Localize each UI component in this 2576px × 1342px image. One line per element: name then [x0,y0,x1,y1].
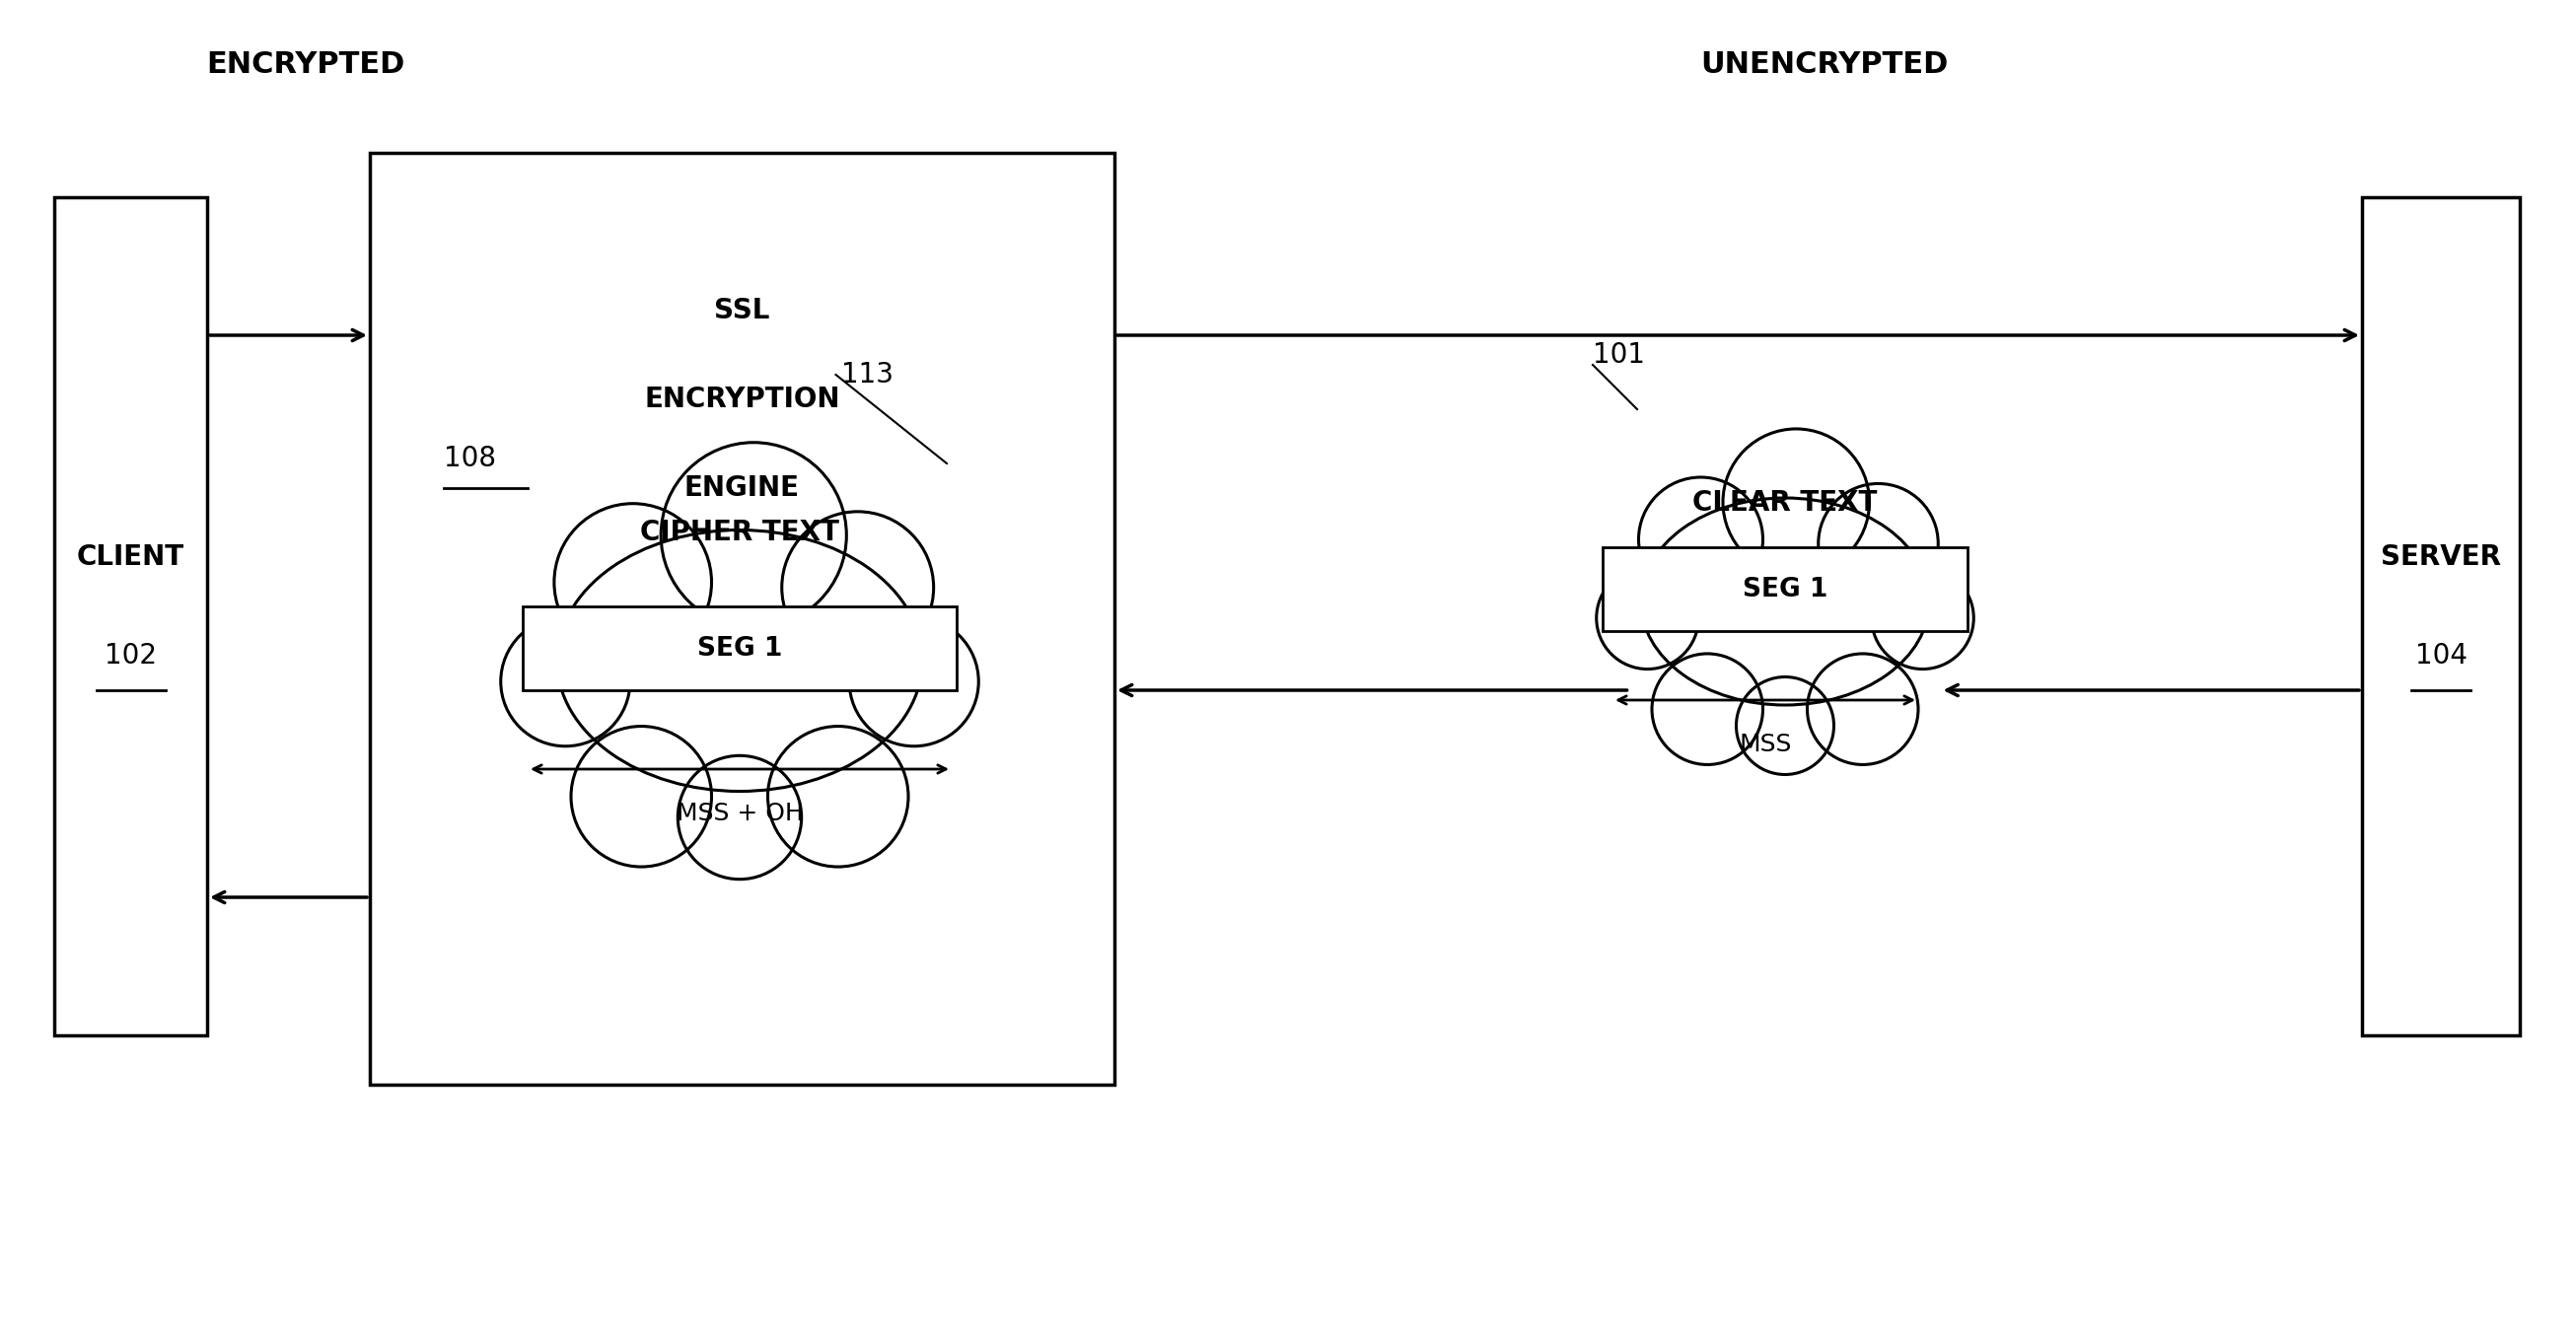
Text: MSS + OH: MSS + OH [675,801,804,825]
Circle shape [572,726,711,867]
Bar [54,197,206,1035]
Circle shape [677,756,801,879]
Circle shape [1723,429,1870,576]
Ellipse shape [1641,498,1929,705]
Circle shape [662,443,848,628]
Circle shape [1651,654,1762,765]
Text: ENCRYPTED: ENCRYPTED [206,50,404,78]
Text: UNENCRYPTED: UNENCRYPTED [1700,50,1947,78]
Text: ENGINE: ENGINE [685,474,799,502]
Text: 101: 101 [1592,341,1646,369]
Circle shape [1638,478,1762,601]
Bar [1602,548,1968,631]
Text: 113: 113 [840,361,894,388]
Text: 102: 102 [106,641,157,670]
Circle shape [500,617,631,746]
Circle shape [1736,676,1834,774]
Text: 104: 104 [2414,641,2468,670]
Text: ENCRYPTION: ENCRYPTION [644,385,840,413]
Text: SEG 1: SEG 1 [698,636,783,662]
Text: CLEAR TEXT: CLEAR TEXT [1692,488,1878,517]
Circle shape [1819,483,1937,604]
Bar [371,153,1115,1084]
Circle shape [1873,568,1973,670]
Circle shape [783,511,933,663]
Text: SERVER: SERVER [2380,544,2501,570]
Text: SSL: SSL [714,297,770,325]
Text: CIPHER TEXT: CIPHER TEXT [639,518,840,546]
Ellipse shape [556,530,922,792]
Bar [523,607,956,690]
Bar [2362,197,2519,1035]
Circle shape [1808,654,1919,765]
Circle shape [554,503,711,662]
Circle shape [1597,568,1698,670]
Circle shape [768,726,909,867]
Circle shape [850,617,979,746]
Text: MSS: MSS [1739,733,1793,757]
Text: CLIENT: CLIENT [77,544,185,570]
Text: SEG 1: SEG 1 [1741,576,1826,603]
Text: 108: 108 [443,444,497,472]
